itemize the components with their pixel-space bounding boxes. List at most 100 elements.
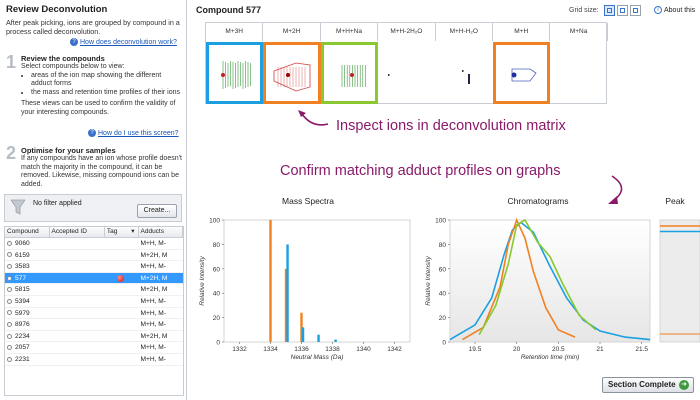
row-compound: 5979 — [5, 308, 50, 319]
create-filter-button[interactable]: Create... — [137, 204, 177, 218]
row-radio[interactable] — [7, 252, 12, 258]
intro-text: After peak picking, ions are grouped by … — [6, 18, 180, 36]
row-adducts: M+2H, M — [140, 286, 168, 294]
row-adducts: M+H, M- — [140, 321, 166, 329]
y-axis-label: Relative Intensity — [199, 256, 206, 306]
screen-help-link[interactable]: ? How do I use this screen? — [88, 129, 179, 137]
row-tag — [105, 308, 139, 319]
arrow-right-icon: ➜ — [679, 380, 689, 390]
row-radio[interactable] — [7, 321, 12, 327]
col-accepted-id[interactable]: Accepted ID — [50, 227, 105, 237]
step1-number: 1 — [6, 52, 17, 72]
x-tick-label: 1332 — [232, 346, 247, 353]
matrix-header: M+2H — [263, 23, 321, 41]
row-accepted-id — [50, 342, 105, 353]
step1-title: Review the compounds — [21, 54, 105, 63]
row-radio[interactable] — [7, 240, 12, 246]
matrix-cell[interactable] — [263, 42, 321, 104]
x-tick-label: 1334 — [263, 346, 278, 353]
step1-bullet2: the mass and retention time profiles of … — [31, 89, 183, 98]
matrix-cell[interactable] — [550, 42, 607, 104]
row-compound: 5815 — [5, 284, 50, 295]
step2-number: 2 — [6, 143, 17, 163]
row-tag — [105, 354, 139, 365]
x-tick-label: 19.5 — [469, 346, 482, 353]
funnel-icon — [11, 199, 25, 215]
matrix-cell[interactable] — [378, 42, 435, 104]
row-compound: 3583 — [5, 261, 50, 272]
chromatograms-title: Chromatograms — [507, 196, 569, 206]
chromatogram-line — [462, 217, 576, 341]
x-tick-label: 20 — [513, 346, 521, 353]
matrix-cell[interactable] — [493, 42, 551, 104]
x-axis-label: Neutral Mass (Da) — [291, 354, 344, 361]
matrix-cell[interactable] — [320, 42, 379, 104]
row-radio[interactable] — [7, 345, 12, 351]
table-row[interactable]: 5979 M+H, M- — [5, 308, 183, 320]
row-adducts: M+2H, M — [140, 332, 168, 340]
row-accepted-id — [50, 284, 105, 295]
left-panel: Review Deconvolution After peak picking,… — [0, 0, 187, 400]
row-radio[interactable] — [7, 333, 12, 339]
matrix-header: M+H — [493, 23, 551, 41]
x-tick-label: 1336 — [294, 346, 309, 353]
row-accepted-id — [50, 296, 105, 307]
chromatograms-chart[interactable]: 0 20 40 60 80 100 19.5 20 20.5 21 21.5 Retention ti… — [420, 210, 656, 370]
row-radio[interactable] — [7, 275, 12, 281]
table-row[interactable]: 2234 M+2H, M — [5, 331, 183, 343]
peak-chart[interactable] — [658, 210, 700, 370]
y-tick-label: 60 — [439, 266, 447, 273]
section-complete-button[interactable]: Section Complete ➜ — [602, 377, 694, 393]
row-adducts: M+H, M- — [140, 355, 166, 363]
row-tag — [105, 331, 139, 342]
row-radio[interactable] — [7, 298, 12, 304]
deconvolution-matrix: M+3H M+2H M+H+Na M+H-2H₂O M+H-H₂O M+H M+Na — [205, 22, 608, 104]
table-row[interactable]: 8976 M+H, M- — [5, 319, 183, 331]
annotation-arrow-2 — [608, 175, 623, 204]
row-adducts: M+H, M- — [140, 263, 166, 271]
row-tag — [105, 342, 139, 353]
col-tag[interactable]: Tag ▾ — [105, 227, 139, 237]
row-radio[interactable] — [7, 263, 12, 269]
chromatogram-line — [478, 218, 597, 336]
compound-table: Compound Accepted ID Tag ▾ Adducts 9060 M+… — [4, 226, 184, 396]
row-tag — [105, 250, 139, 261]
y-tick-label: 40 — [439, 291, 447, 298]
matrix-cell[interactable] — [436, 42, 493, 104]
grid-size-large-button[interactable] — [630, 5, 641, 16]
table-row[interactable]: 6159 M+2H, M — [5, 250, 183, 262]
step1-description: These views can be used to confirm the v… — [21, 100, 176, 116]
row-radio[interactable] — [7, 356, 12, 362]
row-tag — [105, 319, 139, 330]
table-row[interactable]: 577 M+2H, M — [5, 272, 183, 285]
ion-map-thumbnail — [511, 68, 537, 82]
table-row[interactable]: 2231 M+H, M- — [5, 354, 183, 366]
row-adducts: M+H, M- — [140, 240, 166, 247]
col-compound[interactable]: Compound — [5, 227, 50, 237]
panel-title: Review Deconvolution — [6, 4, 108, 15]
x-tick-label: 21 — [596, 346, 604, 353]
about-link[interactable]: About this — [664, 7, 696, 14]
annotation-graphs: Confirm matching adduct profiles on grap… — [280, 163, 561, 179]
deconvolution-help-link[interactable]: ? How does deconvolution work? — [70, 38, 177, 46]
grid-size-small-button[interactable] — [604, 5, 615, 16]
grid-size-medium-button[interactable] — [617, 5, 628, 16]
table-row[interactable]: 5394 M+H, M- — [5, 296, 183, 308]
row-accepted-id — [50, 238, 105, 249]
row-radio[interactable] — [7, 287, 12, 293]
help-icon: ? — [70, 38, 78, 46]
annotation-arrow-1 — [298, 110, 329, 126]
row-radio[interactable] — [7, 310, 12, 316]
row-accepted-id — [50, 319, 105, 330]
table-row[interactable]: 9060 M+H, M- — [5, 238, 183, 250]
info-icon[interactable]: i — [654, 6, 662, 14]
row-accepted-id — [50, 261, 105, 272]
table-row[interactable]: 3583 M+H, M- — [5, 261, 183, 273]
table-row[interactable]: 5815 M+2H, M — [5, 284, 183, 296]
matrix-cell[interactable] — [206, 42, 264, 104]
col-adducts[interactable]: Adducts — [139, 227, 183, 237]
table-row[interactable]: 2057 M+H, M- — [5, 342, 183, 354]
mass-bar — [284, 268, 288, 342]
mass-spectra-chart[interactable]: 0 20 40 60 80 100 1332 1334 1336 1338 1340 1342 Neut… — [188, 210, 418, 370]
ion-map-thumbnail — [461, 70, 470, 84]
